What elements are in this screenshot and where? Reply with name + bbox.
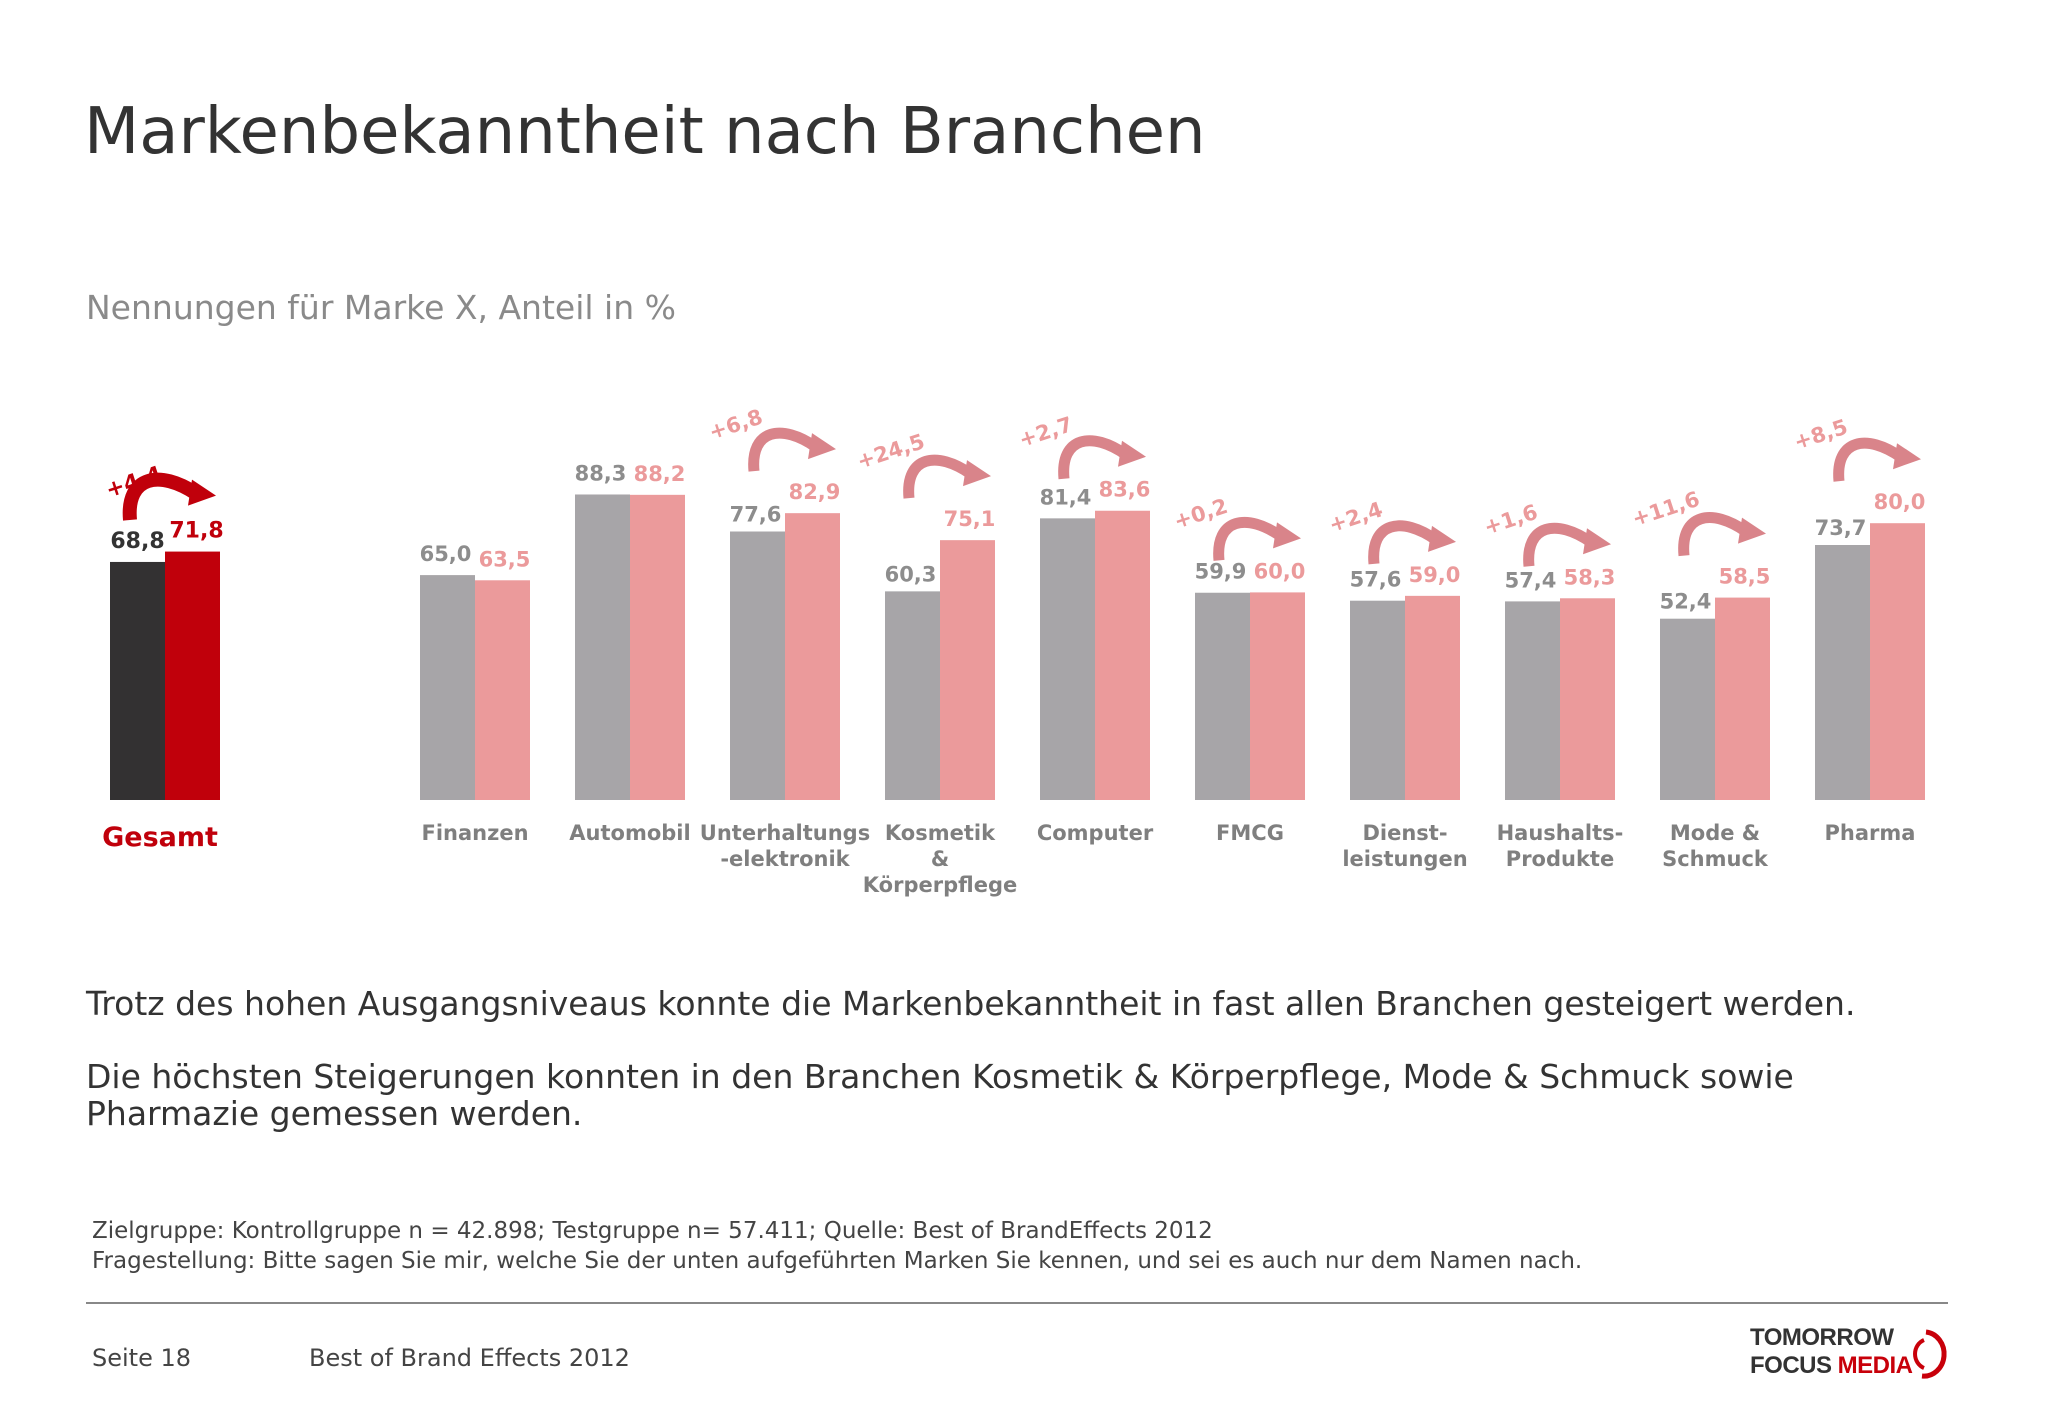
delta-arrow	[748, 427, 836, 472]
value-label-control: 77,6	[730, 503, 782, 527]
bar-test	[1715, 597, 1770, 800]
delta-arrow	[903, 454, 991, 499]
bar-control	[1195, 592, 1250, 800]
value-label-control: 60,3	[885, 562, 937, 586]
page-number: Seite 18	[92, 1344, 192, 1372]
bar-control	[575, 494, 630, 800]
delta-arrow	[1213, 516, 1301, 561]
bar-test	[1250, 592, 1305, 800]
value-label-control: 59,9	[1195, 560, 1247, 584]
category-label: Haushalts-	[1497, 821, 1624, 845]
bar-test	[1870, 523, 1925, 800]
bar-control	[1350, 600, 1405, 800]
bar-control	[1660, 618, 1715, 800]
category-label: -elektronik	[720, 847, 850, 871]
category-label: Körperpflege	[863, 873, 1017, 897]
logo-text-line1: TOMORROW	[1750, 1324, 1894, 1351]
value-label-test: 88,2	[634, 462, 686, 486]
bar-control	[885, 591, 940, 800]
bar-test	[1560, 598, 1615, 800]
category-label: Unterhaltungs	[700, 821, 870, 845]
delta-arrow	[1368, 520, 1456, 565]
value-label-control: 88,3	[575, 461, 627, 485]
value-label-control: 52,4	[1660, 590, 1712, 614]
delta-arrow-gesamt	[122, 472, 216, 521]
page-title: Markenbekanntheit nach Branchen	[84, 95, 1206, 169]
delta-arrow	[1678, 512, 1766, 557]
bar-control	[1815, 544, 1870, 800]
category-label: leistungen	[1342, 847, 1467, 871]
value-label-gesamt-control: 68,8	[110, 529, 164, 554]
bar-gesamt-test	[165, 551, 220, 800]
bar-test	[475, 580, 530, 800]
value-label-test: 63,5	[479, 547, 531, 571]
value-label-test: 83,6	[1099, 478, 1151, 502]
value-label-test: 75,1	[944, 507, 996, 531]
value-label-test: 60,0	[1254, 559, 1306, 583]
logo-circle-icon	[1913, 1329, 1947, 1379]
company-logo: TOMORROW FOCUS MEDIA	[1750, 1324, 1950, 1384]
value-label-test: 59,0	[1409, 563, 1461, 587]
bar-control	[1505, 601, 1560, 800]
bar-test	[1405, 595, 1460, 800]
bar-control	[730, 531, 785, 800]
footnote-question: Fragestellung: Bitte sagen Sie mir, welc…	[92, 1248, 1583, 1274]
category-label: Mode &	[1670, 821, 1760, 845]
category-label: FMCG	[1216, 821, 1284, 845]
value-label-test: 80,0	[1874, 490, 1926, 514]
category-label: Kosmetik	[885, 821, 996, 845]
bar-gesamt-control	[110, 561, 165, 800]
category-label: Finanzen	[421, 821, 528, 845]
value-label-control: 73,7	[1815, 516, 1867, 540]
logo-text-line2: FOCUS MEDIA	[1750, 1352, 1913, 1379]
document-title: Best of Brand Effects 2012	[309, 1344, 630, 1372]
category-label: &	[931, 847, 949, 871]
value-label-control: 81,4	[1040, 485, 1092, 509]
bar-control	[1040, 518, 1095, 800]
value-label-test: 58,3	[1564, 565, 1616, 589]
category-label: Produkte	[1506, 847, 1614, 871]
chart-subtitle: Nennungen für Marke X, Anteil in %	[86, 288, 676, 327]
value-label-control: 57,4	[1505, 568, 1557, 592]
category-label: Computer	[1037, 821, 1154, 845]
bar-control	[420, 575, 475, 800]
footer-divider	[86, 1302, 1948, 1304]
footnote-target-group: Zielgruppe: Kontrollgruppe n = 42.898; T…	[92, 1218, 1213, 1244]
value-label-control: 57,6	[1350, 568, 1402, 592]
bar-test	[940, 540, 995, 800]
category-label: Dienst-	[1362, 821, 1447, 845]
summary-text-2: Die höchsten Steigerungen konnten in den…	[86, 1057, 1794, 1133]
delta-arrow	[1058, 435, 1146, 480]
category-label: Schmuck	[1662, 847, 1769, 871]
category-label: Automobil	[569, 821, 690, 845]
summary-text-1: Trotz des hohen Ausgangsniveaus konnte d…	[86, 984, 1856, 1023]
delta-arrow	[1833, 437, 1921, 482]
value-label-gesamt-test: 71,8	[169, 519, 223, 544]
bar-test	[630, 494, 685, 800]
value-label-test: 82,9	[789, 480, 841, 504]
delta-arrow	[1523, 522, 1611, 567]
category-label-gesamt: Gesamt	[102, 822, 218, 853]
category-label: Pharma	[1825, 821, 1916, 845]
value-label-control: 65,0	[420, 542, 472, 566]
bar-test	[785, 513, 840, 800]
bar-test	[1095, 510, 1150, 800]
value-label-test: 58,5	[1719, 565, 1771, 589]
